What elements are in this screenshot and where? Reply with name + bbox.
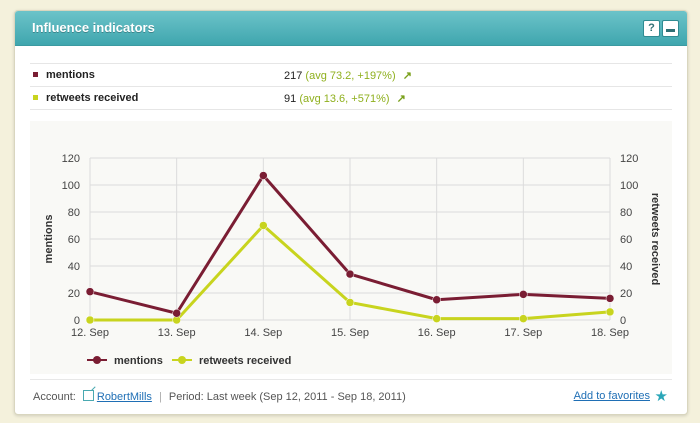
period-value: Last week (Sep 12, 2011 - Sep 18, 2011)	[206, 391, 406, 403]
data-point-retweets	[519, 314, 528, 323]
data-point-mentions	[432, 295, 441, 304]
metric-average: (avg 13.6, +571%)	[299, 93, 390, 105]
legend-label: retweets received	[199, 355, 291, 367]
separator: |	[158, 391, 162, 403]
metric-row-mentions: mentions 217 (avg 73.2, +197%) ↗	[30, 63, 672, 86]
minus-icon	[666, 29, 675, 32]
y-tick-label-right: 80	[620, 207, 632, 219]
period-label: Period:	[168, 391, 204, 403]
panel-header: Influence indicators ?	[15, 11, 687, 46]
y-tick-label-right: 120	[620, 153, 638, 165]
data-point-mentions	[259, 171, 268, 180]
y-tick-label-right: 0	[620, 315, 626, 327]
x-tick-label: 16. Sep	[418, 327, 456, 339]
metric-value: 217	[284, 70, 303, 82]
y-tick-label-right: 100	[620, 180, 638, 192]
chart-area: 0 0 20 20 40 40 60 60 80 80 100 100 120 120 12. Sep 13.…	[30, 121, 672, 374]
data-point-mentions	[345, 269, 355, 279]
influence-panel: Influence indicators ? mentions 217 (avg…	[14, 10, 688, 415]
data-point-retweets	[345, 298, 355, 307]
y-axis-title-right: retweets received	[649, 193, 661, 285]
x-tick-label: 12. Sep	[71, 327, 109, 339]
account-label: Account:	[33, 391, 76, 403]
y-axis-title-left: mentions	[43, 215, 55, 264]
line-chart: 0 0 20 20 40 40 60 60 80 80 100 100 120 120 12. Sep 13.…	[43, 153, 661, 367]
y-tick-label-left: 100	[62, 180, 80, 192]
mentions-color-swatch	[33, 72, 38, 77]
metric-name: mentions	[46, 69, 95, 81]
data-point-mentions	[85, 287, 95, 296]
x-tick-label: 13. Sep	[158, 327, 196, 339]
collapse-button[interactable]	[662, 20, 679, 37]
data-point-mentions	[605, 294, 615, 303]
metric-value-group: 91 (avg 13.6, +571%) ↗	[284, 92, 406, 105]
legend-marker	[93, 356, 101, 364]
y-tick-label-right: 60	[620, 234, 632, 246]
up-right-arrow-icon: ↗	[396, 93, 406, 105]
metric-average: (avg 73.2, +197%)	[305, 70, 396, 82]
metric-value-group: 217 (avg 73.2, +197%) ↗	[284, 69, 412, 82]
metric-value: 91	[284, 93, 297, 105]
up-right-arrow-icon: ↗	[402, 70, 412, 82]
star-icon[interactable]: ★	[654, 388, 668, 405]
panel-title: Influence indicators	[32, 20, 155, 35]
data-point-retweets	[605, 307, 615, 317]
y-tick-label-right: 20	[620, 288, 632, 300]
help-button[interactable]: ?	[643, 20, 660, 37]
x-tick-label: 17. Sep	[504, 327, 542, 339]
y-tick-label-left: 80	[68, 207, 80, 219]
metrics-list: mentions 217 (avg 73.2, +197%) ↗ retweet…	[30, 63, 672, 110]
legend-marker	[178, 356, 186, 364]
retweets-color-swatch	[33, 95, 38, 100]
external-link-icon	[82, 390, 94, 401]
y-tick-label-left: 20	[68, 288, 80, 300]
metric-row-retweets: retweets received 91 (avg 13.6, +571%) ↗	[30, 86, 672, 110]
data-point-mentions	[519, 290, 528, 299]
panel-footer: Account: RobertMills | Period: Last week…	[30, 379, 672, 414]
y-tick-label-left: 120	[62, 153, 80, 165]
data-point-retweets	[259, 221, 268, 230]
data-point-retweets	[432, 314, 441, 323]
account-link[interactable]: RobertMills	[96, 391, 152, 403]
account-info: Account: RobertMills | Period: Last week…	[33, 390, 406, 403]
metric-name: retweets received	[46, 92, 139, 104]
y-tick-label-left: 40	[68, 261, 80, 273]
x-tick-label: 14. Sep	[244, 327, 282, 339]
data-point-mentions	[172, 309, 181, 318]
data-point-retweets	[85, 315, 95, 325]
y-tick-label-left: 0	[74, 315, 80, 327]
x-tick-label: 15. Sep	[331, 327, 369, 339]
legend-label: mentions	[114, 355, 163, 367]
y-tick-label-left: 60	[68, 234, 80, 246]
add-to-favorites-link[interactable]: Add to favorites	[573, 390, 650, 402]
y-tick-label-right: 40	[620, 261, 632, 273]
x-tick-label: 18. Sep	[591, 327, 629, 339]
